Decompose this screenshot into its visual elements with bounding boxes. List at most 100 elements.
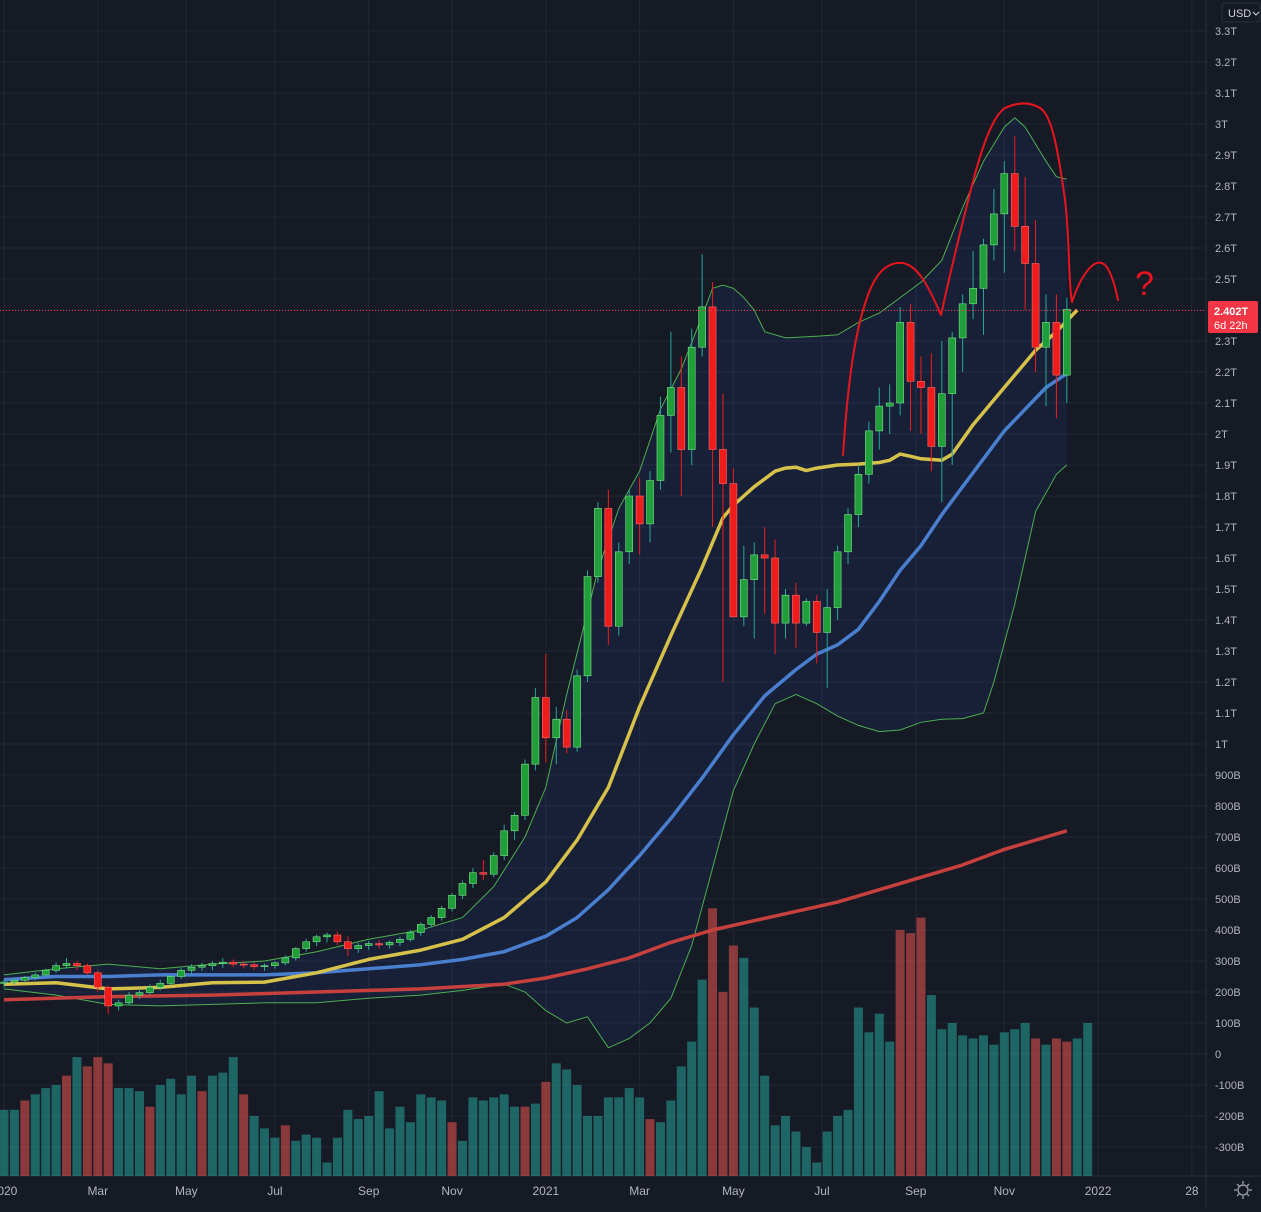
candle-body [166,976,175,984]
candle-body [469,872,477,884]
bollinger-upper-line [3,117,1067,976]
candle-body [135,992,144,996]
volume-bar [187,1075,197,1176]
candle-body [812,601,821,633]
candle-body [1010,173,1019,227]
candle-body [875,405,884,432]
price-axis-label: 300B [1215,956,1241,968]
settings-button[interactable] [1234,1181,1252,1199]
volume-bar [1083,1023,1093,1176]
volume-bar [562,1069,572,1176]
volume-bar [239,1094,249,1176]
candle-body [583,576,592,677]
time-axis-label: Nov [994,1184,1015,1198]
currency-label[interactable]: USD [1228,8,1251,20]
volume-bar [906,933,916,1176]
volume-bar [864,1032,874,1176]
volume-bar [260,1128,269,1176]
candle-body [542,697,550,739]
candle-body [260,965,269,967]
time-axis-label: Mar [87,1184,108,1198]
price-axis-label: 3.1T [1215,88,1237,100]
volume-bar [270,1137,280,1176]
price-axis-label: 800B [1215,801,1241,813]
volume-bar [791,1131,801,1176]
head-and-shoulders-drawing [842,102,1119,456]
volume-bar [947,1023,957,1176]
volume-bar [676,1066,686,1176]
gear-icon[interactable] [1237,1184,1249,1196]
volume-bars [0,908,1093,1176]
volume-bar [760,1075,770,1176]
currency-selector[interactable]: USD [1221,2,1261,23]
price-axis-label: 900B [1215,770,1241,782]
volume-bar [114,1088,124,1176]
price-axis-label: 0 [1215,1049,1221,1061]
candle-body [41,969,50,976]
volume-bar [989,1044,999,1176]
volume-bar [999,1032,1009,1176]
price-axis-label: 3.3T [1215,26,1237,38]
volume-bar [385,1128,395,1176]
time-axis-label: 2022 [1085,1184,1112,1198]
time-axis-label: May [175,1184,198,1198]
volume-bar [843,1109,853,1176]
gear-icon-teeth [1234,1181,1252,1199]
chevron-down-icon[interactable] [1252,11,1260,16]
volume-bar [218,1072,228,1176]
bollinger-fill [4,117,1067,1048]
volume-bar [812,1162,822,1176]
volume-bar [520,1106,530,1176]
volume-bar [30,1094,40,1176]
price-axis-label: 1.5T [1215,584,1237,596]
candle-body [427,917,436,925]
candle-body [833,551,842,608]
volume-bar [624,1088,634,1176]
bollinger-lower-line [3,464,1068,1049]
volume-bar [249,1116,259,1176]
candle-body [416,924,425,933]
volume-bar [1010,1029,1020,1176]
candle-body [635,495,644,525]
candle-body [437,907,446,918]
price-axis-label: 2.5T [1215,274,1237,286]
moving-averages [3,308,1079,1002]
candle-body [344,941,352,949]
hand-drawn-annotation: ? [842,102,1154,456]
candle-body [219,961,227,964]
candle-body [83,965,92,974]
price-axis-label: 400B [1215,925,1241,937]
price-axis-label: 500B [1215,894,1241,906]
candle-body [0,981,8,984]
price-axis[interactable]: 3.3T3.2T3.1T3T2.9T2.8T2.7T2.6T2.5T2.4T2.… [1215,26,1244,1154]
volume-bar [551,1063,561,1176]
volume-bar [978,1035,988,1176]
time-axis-label: May [722,1184,745,1198]
volume-bar [968,1038,978,1176]
volume-bar [280,1125,290,1176]
volume-bar [322,1162,332,1176]
candle-body [802,601,811,624]
volume-bar [822,1131,832,1176]
volume-bar [833,1116,843,1176]
volume-bar [489,1097,499,1176]
volume-bar [937,1029,947,1176]
candle-body [781,594,790,624]
time-axis-label: Mar [629,1184,650,1198]
volume-bar [770,1125,780,1176]
time-axis[interactable]: 2020 Mar May Jul Sep Nov 2021 Mar May Jul Sep Nov 20… [0,1184,1199,1198]
currency-selector-box[interactable] [1221,2,1261,23]
candle-body [719,449,727,484]
volume-bar [583,1116,593,1176]
volume-bar [228,1057,238,1176]
candle-body [1031,263,1040,348]
candle-body [1063,309,1071,376]
price-axis-label: 2.1T [1215,398,1237,410]
price-axis-label: 3T [1215,119,1228,131]
ma-blue-line [3,372,1068,982]
candle-body [521,763,529,816]
volume-bar [614,1097,624,1176]
